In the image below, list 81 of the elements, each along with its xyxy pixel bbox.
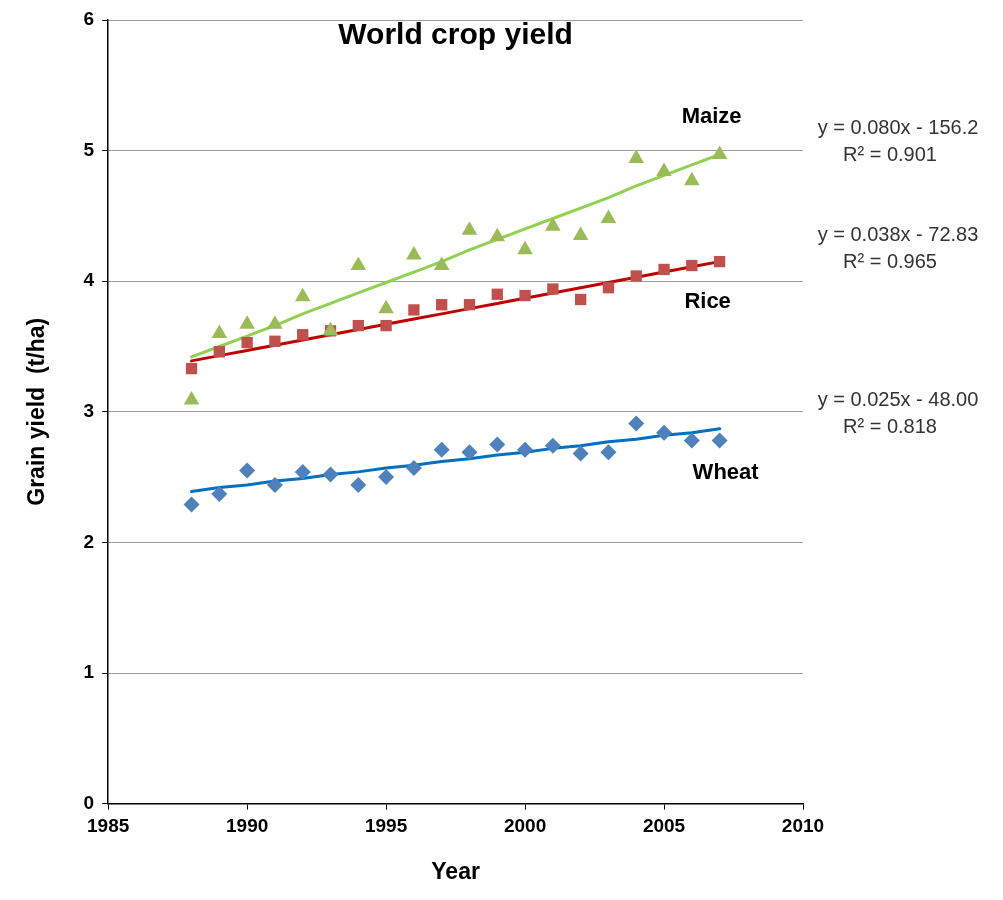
point [461,221,478,235]
point [545,217,561,231]
point [269,335,281,347]
point [267,315,283,329]
point [517,441,534,458]
y-tick-label: 1 [83,661,95,683]
point [683,432,700,449]
point [406,246,422,260]
y-tick-label: 0 [83,791,95,813]
series-label: Rice [684,287,731,313]
point [491,288,503,300]
point [294,463,311,480]
x-tick-label: 1995 [364,815,408,837]
point [183,496,200,513]
series-label: Wheat [692,458,760,484]
y-tick-label: 2 [83,530,95,552]
point [213,346,225,358]
x-tick-label: 1985 [87,815,130,837]
point [519,289,531,302]
point [463,299,476,311]
point [405,459,422,476]
point [711,432,728,449]
point [380,319,392,332]
point [350,476,367,493]
point [322,321,339,336]
point [517,240,533,255]
point [322,466,339,483]
y-axis-title: Grain yield (t/ha) [23,317,50,506]
x-tick-label: 2005 [642,815,686,837]
x-tick-label: 2010 [781,815,825,837]
point [378,299,394,314]
text: y = 0.080x - 156.2 R² = 0.901 [817,115,979,165]
y-tick-label: 5 [83,138,95,160]
point [378,469,395,486]
point [350,256,367,271]
point [628,149,645,163]
point [211,486,228,503]
point [575,293,587,306]
point [600,209,617,224]
point [656,162,672,176]
point [436,299,448,311]
point [241,336,253,349]
point [461,444,478,461]
point [433,256,450,271]
point [656,424,673,441]
point [547,283,559,295]
point [489,227,506,242]
point [239,462,256,479]
point [211,324,228,338]
point [684,171,700,186]
y-tick-label: 3 [83,400,95,422]
point [489,436,506,453]
point [711,145,728,160]
x-tick-label: 1990 [225,815,269,837]
point [297,329,309,341]
text: y = 0.038x - 72.83 R² = 0.965 [817,222,979,272]
point [294,287,311,302]
point [352,319,364,332]
point [183,391,200,405]
point [600,444,617,461]
point [602,282,615,294]
x-tick-label: 2000 [503,815,547,837]
y-tick-label: 6 [83,8,95,30]
point [658,263,670,276]
point [433,441,450,458]
point [408,304,420,316]
point [572,226,589,240]
text: y = 0.025x - 48.00 R² = 0.818 [817,387,979,437]
point [628,415,645,432]
point [185,363,198,375]
point [239,315,255,329]
chart-title: World crop yield [338,17,573,51]
y-tick-label: 4 [83,269,95,291]
point [266,476,283,493]
point [686,259,698,272]
series-label: Maize [681,102,742,128]
x-axis-title: Year [431,857,480,884]
point [544,437,561,454]
point [572,445,589,462]
point [630,270,642,282]
point [713,255,726,268]
